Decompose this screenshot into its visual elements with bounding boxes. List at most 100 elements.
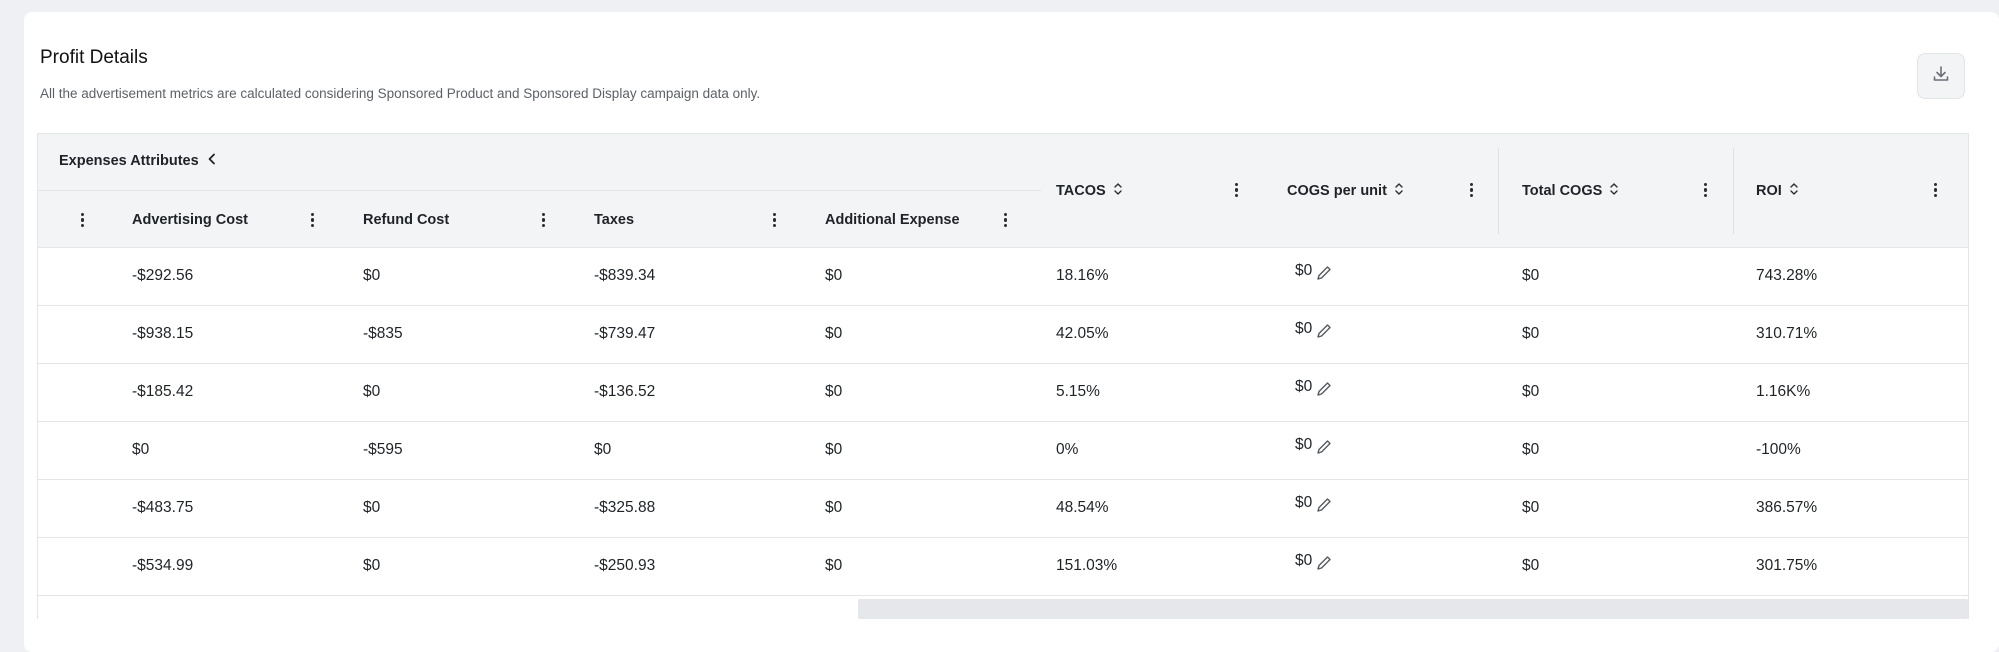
cogs-value: $0 [1295,378,1313,395]
total-cogs-cell: $0 [1522,383,1540,400]
column-divider [1733,148,1734,234]
table-row: -$292.56 $0 -$839.34 $0 18.16% $0 $0 743… [38,248,1968,306]
column-menu-icon[interactable] [1704,183,1708,197]
expenses-attributes-group[interactable]: Expenses Attributes [59,153,216,169]
table-row: -$534.99 $0 -$250.93 $0 151.03% $0 $0 30… [38,538,1968,596]
advertising-cost-cell: -$483.75 [132,499,194,516]
advertising-cost-cell: $0 [132,441,150,458]
cogs-per-unit-cell: $0 [1295,436,1332,461]
edit-pencil-icon[interactable] [1315,381,1332,403]
total-cogs-cell: $0 [1522,325,1540,342]
column-menu-icon[interactable] [311,213,315,227]
tacos-cell: 48.54% [1056,499,1109,516]
additional-expense-cell: $0 [825,499,843,516]
column-menu-icon[interactable] [1235,183,1239,197]
total-cogs-cell: $0 [1522,557,1540,574]
column-header-refund-cost: Refund Cost [363,212,449,228]
horizontal-scrollbar[interactable] [858,599,1968,619]
additional-expense-cell: $0 [825,441,843,458]
chevron-left-icon[interactable] [207,153,216,169]
sort-icon[interactable] [1609,182,1619,200]
column-header-advertising-cost: Advertising Cost [132,212,248,228]
edit-pencil-icon[interactable] [1315,439,1332,461]
advertising-cost-cell: -$292.56 [132,267,194,284]
column-menu-icon[interactable] [1934,183,1938,197]
cogs-per-unit-cell: $0 [1295,320,1332,345]
cogs-per-unit-cell: $0 [1295,378,1332,403]
edit-pencil-icon[interactable] [1315,555,1332,577]
column-header-additional-expense: Additional Expense [825,212,960,228]
cogs-per-unit-cell: $0 [1295,262,1332,287]
column-label: Taxes [594,212,635,228]
cogs-per-unit-cell: $0 [1295,552,1332,577]
column-label: Refund Cost [363,212,450,228]
profit-details-table: Expenses Attributes Advertising Cost Ref… [37,133,1969,619]
column-header-cogs-per-unit[interactable]: COGS per unit [1287,182,1404,200]
tacos-cell: 5.15% [1056,383,1100,400]
column-menu-icon[interactable] [773,213,777,227]
table-header: Expenses Attributes Advertising Cost Ref… [38,134,1968,248]
column-label: Total COGS [1522,183,1603,199]
sort-icon[interactable] [1394,182,1404,200]
column-label: TACOS [1056,183,1106,199]
total-cogs-cell: $0 [1522,441,1540,458]
column-header-roi[interactable]: ROI [1756,182,1799,200]
group-label: Expenses Attributes [59,153,199,169]
cogs-value: $0 [1295,262,1313,279]
column-menu-icon[interactable] [542,213,546,227]
table-row: -$185.42 $0 -$136.52 $0 5.15% $0 $0 1.16… [38,364,1968,422]
column-label: Additional Expense [825,212,960,228]
refund-cost-cell: -$595 [363,441,403,458]
table-row: $0 -$595 $0 $0 0% $0 $0 -100% [38,422,1968,480]
download-button[interactable] [1917,53,1965,99]
edit-pencil-icon[interactable] [1315,265,1332,287]
column-label: Advertising Cost [132,212,249,228]
additional-expense-cell: $0 [825,383,843,400]
column-label: COGS per unit [1287,183,1387,199]
column-menu-icon[interactable] [1004,213,1008,227]
taxes-cell: -$325.88 [594,499,656,516]
cogs-value: $0 [1295,320,1313,337]
tacos-cell: 18.16% [1056,267,1109,284]
advertising-cost-cell: -$938.15 [132,325,194,342]
taxes-cell: -$250.93 [594,557,656,574]
edit-pencil-icon[interactable] [1315,323,1332,345]
refund-cost-cell: $0 [363,499,381,516]
column-header-tacos[interactable]: TACOS [1056,182,1123,200]
advertising-cost-cell: -$534.99 [132,557,194,574]
sort-icon[interactable] [1789,182,1799,200]
edit-pencil-icon[interactable] [1315,497,1332,519]
taxes-cell: $0 [594,441,612,458]
tacos-cell: 0% [1056,441,1079,458]
column-menu-icon[interactable] [1470,183,1474,197]
refund-cost-cell: $0 [363,383,381,400]
additional-expense-cell: $0 [825,557,843,574]
column-label: ROI [1756,183,1782,199]
column-header-total-cogs[interactable]: Total COGS [1522,182,1619,200]
roi-cell: 386.57% [1756,499,1818,516]
roi-cell: 743.28% [1756,267,1818,284]
cogs-per-unit-cell: $0 [1295,494,1332,519]
roi-cell: 1.16K% [1756,383,1811,400]
tacos-cell: 42.05% [1056,325,1109,342]
total-cogs-cell: $0 [1522,499,1540,516]
refund-cost-cell: $0 [363,557,381,574]
cogs-value: $0 [1295,436,1313,453]
refund-cost-cell: $0 [363,267,381,284]
column-divider [1498,148,1499,234]
table-row: -$938.15 -$835 -$739.47 $0 42.05% $0 $0 … [38,306,1968,364]
column-header-taxes: Taxes [594,212,634,228]
table-row: -$483.75 $0 -$325.88 $0 48.54% $0 $0 386… [38,480,1968,538]
download-icon [1931,64,1951,89]
total-cogs-cell: $0 [1522,267,1540,284]
taxes-cell: -$739.47 [594,325,656,342]
taxes-cell: -$839.34 [594,267,656,284]
page-title: Profit Details [40,47,148,68]
roi-cell: 301.75% [1756,557,1818,574]
sort-icon[interactable] [1113,182,1123,200]
cogs-value: $0 [1295,494,1313,511]
roi-cell: -100% [1756,441,1801,458]
column-menu-icon[interactable] [81,213,85,227]
tacos-cell: 151.03% [1056,557,1118,574]
page-subtitle: All the advertisement metrics are calcul… [40,86,761,101]
